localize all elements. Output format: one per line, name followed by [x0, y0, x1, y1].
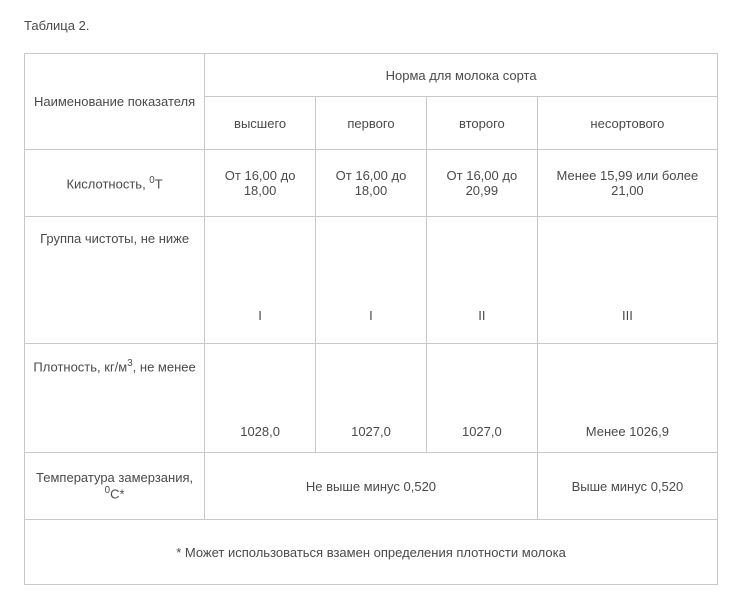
density-blank4 [537, 344, 717, 411]
row-density-values: 1028,0 1027,0 1027,0 Менее 1026,9 [25, 410, 718, 453]
header-param: Наименование показателя [25, 54, 205, 150]
row-acidity: Кислотность, 0Т От 16,00 до 18,00 От 16,… [25, 150, 718, 217]
density-v1: 1028,0 [205, 410, 316, 453]
milk-norms-table: Наименование показателя Норма для молока… [24, 53, 718, 585]
freezing-label-pre: Температура замерзания, [36, 470, 193, 485]
acidity-label-pre: Кислотность, [66, 176, 149, 191]
freezing-merged: Не выше минус 0,520 [205, 453, 538, 520]
density-blank2 [316, 344, 427, 411]
grade-first: первого [316, 97, 427, 150]
acidity-v2: От 16,00 до 18,00 [316, 150, 427, 217]
table-caption: Таблица 2. [24, 18, 718, 33]
grade-unsorted: несортового [537, 97, 717, 150]
row-footnote: * Может использоваться взамен определени… [25, 520, 718, 585]
row-freezing: Температура замерзания, 0С* Не выше мину… [25, 453, 718, 520]
row-purity-values: I I II III [25, 287, 718, 344]
purity-v4: III [537, 287, 717, 344]
density-label-post: , не менее [133, 359, 196, 374]
freezing-v4: Выше минус 0,520 [537, 453, 717, 520]
density-v2: 1027,0 [316, 410, 427, 453]
density-blank3 [426, 344, 537, 411]
purity-v3: II [426, 287, 537, 344]
density-label: Плотность, кг/м3, не менее [25, 344, 205, 411]
header-norm: Норма для молока сорта [205, 54, 718, 97]
row-density-label: Плотность, кг/м3, не менее [25, 344, 718, 411]
purity-label-spacer [25, 287, 205, 344]
footnote: * Может использоваться взамен определени… [25, 520, 718, 585]
acidity-label-post: Т [155, 176, 163, 191]
density-blank1 [205, 344, 316, 411]
purity-blank4 [537, 217, 717, 288]
grade-second: второго [426, 97, 537, 150]
purity-v1: I [205, 287, 316, 344]
freezing-label-post: С* [110, 487, 124, 502]
acidity-v3: От 16,00 до 20,99 [426, 150, 537, 217]
purity-blank2 [316, 217, 427, 288]
purity-v2: I [316, 287, 427, 344]
density-v3: 1027,0 [426, 410, 537, 453]
purity-blank3 [426, 217, 537, 288]
density-label-spacer [25, 410, 205, 453]
acidity-label: Кислотность, 0Т [25, 150, 205, 217]
row-purity-label: Группа чистоты, не ниже [25, 217, 718, 288]
table-header-row: Наименование показателя Норма для молока… [25, 54, 718, 97]
density-label-pre: Плотность, кг/м [33, 359, 127, 374]
purity-label: Группа чистоты, не ниже [25, 217, 205, 288]
purity-blank1 [205, 217, 316, 288]
acidity-v1: От 16,00 до 18,00 [205, 150, 316, 217]
grade-highest: высшего [205, 97, 316, 150]
acidity-v4: Менее 15,99 или более 21,00 [537, 150, 717, 217]
freezing-label: Температура замерзания, 0С* [25, 453, 205, 520]
density-v4: Менее 1026,9 [537, 410, 717, 453]
